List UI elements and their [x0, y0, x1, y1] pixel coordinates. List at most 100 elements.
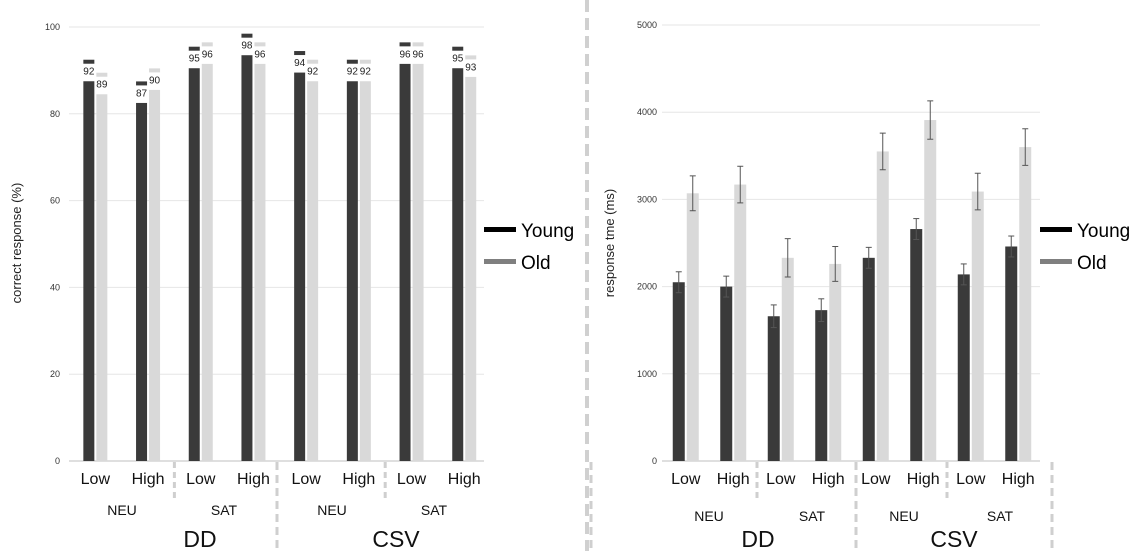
value-marker-young	[188, 46, 200, 51]
x-tick-label: High	[132, 471, 165, 488]
data-label-young: 92	[347, 67, 359, 78]
y-axis-label-rt: response tme (ms)	[602, 189, 617, 297]
x-tick-label: Low	[186, 471, 216, 488]
bar-old	[307, 81, 319, 461]
data-label-young: 96	[399, 49, 411, 60]
bar-old	[96, 94, 108, 462]
legend-swatch-old-rt	[1040, 259, 1072, 264]
value-marker-old	[96, 72, 108, 77]
x-tick-label: High	[812, 471, 845, 488]
value-marker-young	[136, 81, 148, 86]
bar-old	[924, 120, 937, 461]
legend-label-old: Old	[521, 253, 551, 274]
group-label: SAT	[211, 502, 238, 518]
x-tick-label: Low	[671, 471, 701, 488]
data-label-old: 93	[465, 62, 477, 73]
data-label-young: 95	[189, 54, 201, 65]
y-tick-label: 4000	[637, 107, 657, 117]
data-label-old: 96	[412, 49, 424, 60]
bar-old	[686, 193, 699, 461]
data-label-young: 94	[294, 58, 306, 69]
bar-young	[862, 257, 875, 461]
value-marker-young	[399, 42, 411, 47]
x-tick-label: High	[717, 471, 750, 488]
y-tick-label: 40	[50, 282, 60, 292]
y-tick-label: 80	[50, 109, 60, 119]
x-tick-label: High	[448, 471, 481, 488]
data-label-old: 89	[96, 80, 108, 91]
x-tick-label: Low	[956, 471, 986, 488]
bar-young	[910, 229, 923, 461]
legend-accuracy: Young Old	[484, 221, 574, 274]
bar-old	[971, 191, 984, 461]
rt-chart: response tme (ms) Young Old 0 1000 2000 300…	[602, 20, 1130, 552]
y-tick-label: 2000	[637, 282, 657, 292]
bar-old	[829, 263, 842, 461]
bar-old	[781, 257, 794, 461]
legend-label-young-rt: Young	[1077, 221, 1130, 242]
data-label-old: 96	[202, 49, 214, 60]
value-marker-old	[254, 42, 266, 47]
data-label-young: 98	[241, 41, 253, 52]
y-tick-label: 0	[55, 456, 60, 466]
value-marker-young	[346, 59, 358, 64]
value-marker-old	[307, 59, 319, 64]
bar-old	[734, 184, 747, 462]
x-tick-label: High	[907, 471, 940, 488]
bar-old	[359, 81, 371, 461]
group-label: NEU	[694, 508, 724, 524]
bar-young	[136, 102, 148, 461]
value-marker-young	[241, 33, 253, 38]
y-tick-label: 100	[45, 22, 60, 32]
data-label-old: 92	[360, 67, 372, 78]
bar-old	[1019, 147, 1032, 461]
legend-swatch-old	[484, 259, 516, 264]
group-label: NEU	[317, 502, 347, 518]
x-tick-label: Low	[766, 471, 796, 488]
group-label: SAT	[987, 508, 1014, 524]
bar-young	[188, 68, 200, 461]
supergroup-label: CSV	[372, 526, 420, 551]
accuracy-chart: correct response (%) Young Old 0 20 40 60 80…	[9, 22, 593, 552]
supergroup-label: DD	[183, 526, 216, 551]
value-marker-young	[83, 59, 95, 64]
legend-swatch-young-rt	[1040, 227, 1072, 232]
value-marker-young	[452, 46, 464, 51]
bar-young	[1005, 246, 1018, 461]
value-marker-old	[412, 42, 424, 47]
data-label-young: 95	[452, 54, 464, 65]
legend-label-young: Young	[521, 221, 574, 242]
bar-young	[241, 55, 253, 462]
supergroup-label: DD	[741, 526, 774, 551]
x-tick-label: Low	[81, 471, 111, 488]
data-label-young: 87	[136, 88, 148, 99]
legend-swatch-young	[484, 227, 516, 232]
y-tick-label: 20	[50, 369, 60, 379]
value-marker-old	[465, 55, 477, 60]
data-label-old: 96	[254, 49, 266, 60]
supergroup-label: CSV	[930, 526, 978, 551]
data-label-old: 92	[307, 67, 319, 78]
bar-young	[767, 316, 780, 461]
y-tick-label: 3000	[637, 194, 657, 204]
value-marker-old	[359, 59, 371, 64]
y-tick-label: 5000	[637, 20, 657, 30]
x-tick-label: High	[237, 471, 270, 488]
bar-young	[452, 68, 464, 461]
bar-young	[399, 63, 411, 461]
bar-young	[294, 72, 306, 461]
data-label-old: 90	[149, 75, 161, 86]
y-tick-label: 0	[652, 456, 657, 466]
group-label: SAT	[799, 508, 826, 524]
x-tick-label: Low	[861, 471, 891, 488]
bar-old	[254, 63, 266, 461]
x-tick-label: High	[342, 471, 375, 488]
bar-young	[957, 274, 970, 461]
value-marker-young	[294, 51, 306, 56]
bar-old	[149, 89, 161, 462]
bar-young	[720, 286, 733, 461]
bar-young	[83, 81, 95, 461]
bar-young	[672, 282, 685, 461]
